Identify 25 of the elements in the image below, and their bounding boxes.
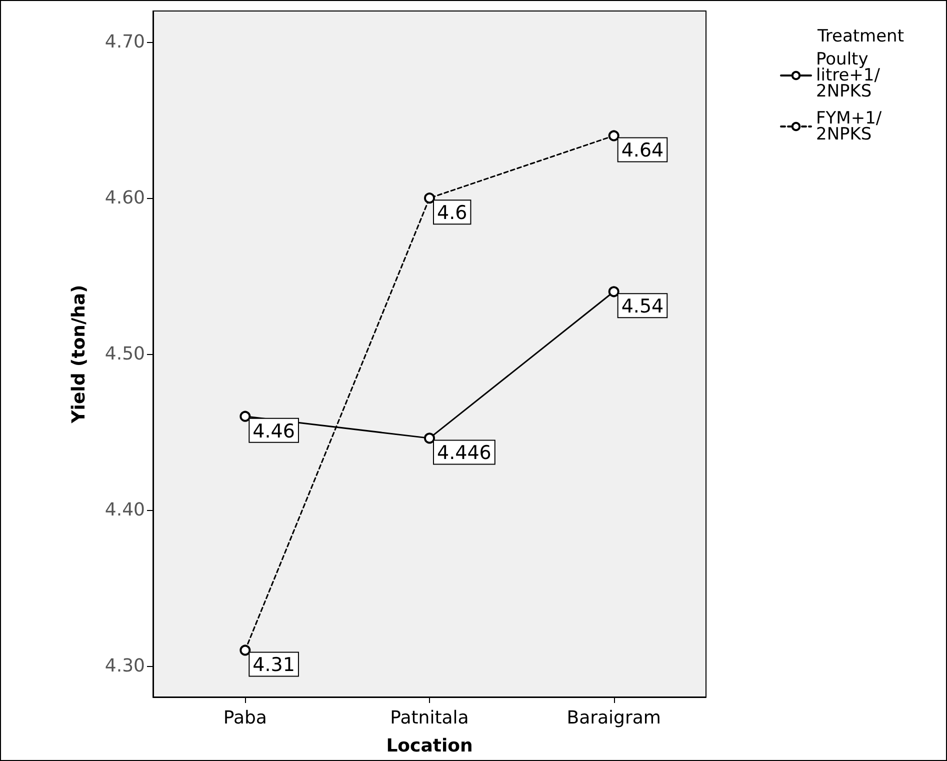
legend-label: FYM+1/2NPKS (816, 108, 882, 144)
point (240, 644, 251, 656)
data-label: 4.54 (621, 296, 664, 318)
x-tick-label: Paba (223, 708, 267, 728)
data-label: 4.46 (252, 420, 295, 442)
data-label: 4.31 (252, 654, 295, 676)
y-tick-label: 4.30 (104, 655, 145, 676)
point (424, 432, 435, 444)
legend-label: Poulty litre+1/2NPKS (816, 50, 880, 102)
point (424, 192, 435, 204)
data-label: 4.446 (437, 442, 492, 464)
point (240, 410, 251, 422)
data-label: 4.6 (437, 202, 468, 224)
y-tick-label: 4.40 (104, 499, 145, 520)
y-tick-label: 4.70 (104, 32, 145, 53)
x-tick-label: Baraigram (566, 708, 661, 728)
y-axis-title: Yield (ton/ha) (68, 284, 90, 424)
legend-title: Treatment (816, 26, 904, 46)
x-axis-title: Location (386, 736, 473, 756)
point (608, 130, 620, 142)
y-tick-label: 4.60 (104, 188, 145, 209)
data-label: 4.64 (621, 140, 664, 162)
x-tick-label: Patnitala (390, 708, 469, 728)
point (608, 286, 620, 298)
y-tick-label: 4.50 (104, 344, 145, 364)
